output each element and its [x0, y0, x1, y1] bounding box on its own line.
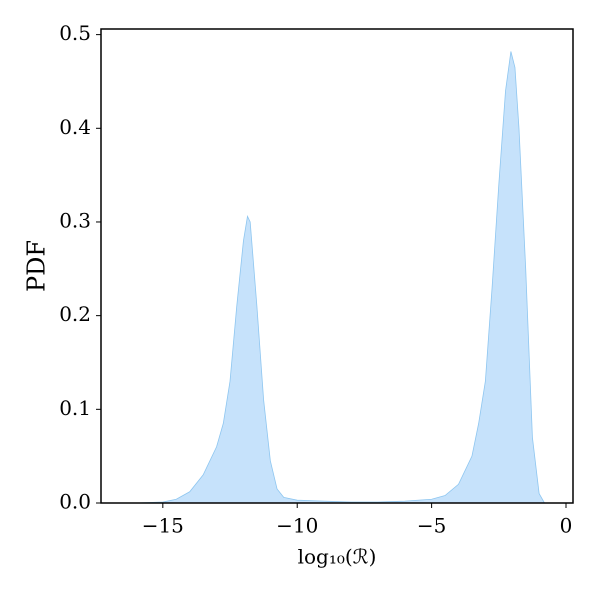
- y-tick-label: 0.2: [59, 302, 91, 326]
- x-tick-label: −5: [417, 514, 446, 538]
- plot-frame: [100, 28, 574, 504]
- y-tick-label: 0.1: [59, 396, 91, 420]
- y-tick-label: 0.3: [59, 208, 91, 232]
- x-tick-label: 0: [560, 514, 573, 538]
- x-tick-label: −10: [276, 514, 318, 538]
- y-tick-label: 0.0: [59, 490, 91, 514]
- x-tick-label: −15: [142, 514, 184, 538]
- density-line: [135, 51, 545, 504]
- y-tick-label: 0.5: [59, 21, 91, 45]
- y-tick-label: 0.4: [59, 115, 91, 139]
- y-axis-label: PDF: [23, 240, 51, 292]
- density-area: [135, 51, 545, 504]
- x-axis-label: log₁₀(ℛ): [298, 545, 377, 569]
